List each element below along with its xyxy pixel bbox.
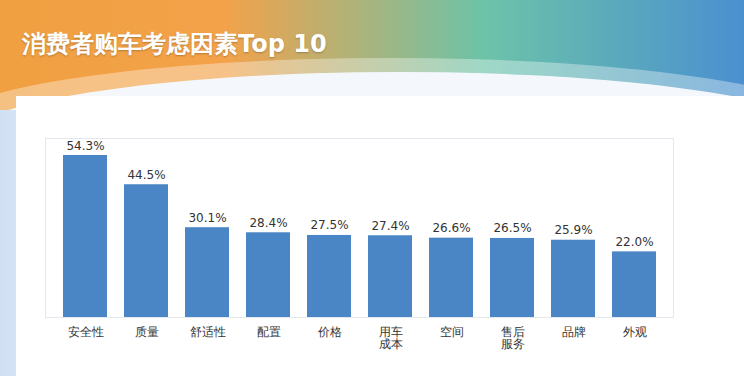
svg-text:配置: 配置 [257, 325, 281, 339]
svg-text:28.4%: 28.4% [249, 216, 287, 230]
svg-text:舒适性: 舒适性 [190, 325, 226, 339]
svg-text:用车成本: 用车成本 [379, 325, 403, 351]
svg-text:30.1%: 30.1% [188, 211, 226, 225]
svg-text:安全性: 安全性 [68, 325, 104, 339]
svg-text:质量: 质量 [135, 325, 159, 339]
svg-text:26.5%: 26.5% [493, 221, 531, 235]
svg-text:外观: 外观 [623, 325, 647, 339]
svg-text:26.6%: 26.6% [432, 221, 470, 235]
svg-text:空间: 空间 [440, 325, 464, 339]
svg-text:品牌: 品牌 [562, 325, 586, 339]
svg-text:22.0%: 22.0% [615, 235, 653, 249]
svg-text:54.3%: 54.3% [66, 139, 104, 153]
svg-text:25.9%: 25.9% [554, 223, 592, 237]
html-text:消费者购车考虑因素Top 10: 消费者购车考虑因素Top 10 [22, 30, 327, 58]
svg-text:27.4%: 27.4% [371, 219, 409, 233]
svg-text:售后服务: 售后服务 [501, 325, 525, 351]
svg-text:27.5%: 27.5% [310, 218, 348, 232]
svg-text:44.5%: 44.5% [127, 168, 165, 182]
svg-text:价格: 价格 [317, 325, 342, 339]
